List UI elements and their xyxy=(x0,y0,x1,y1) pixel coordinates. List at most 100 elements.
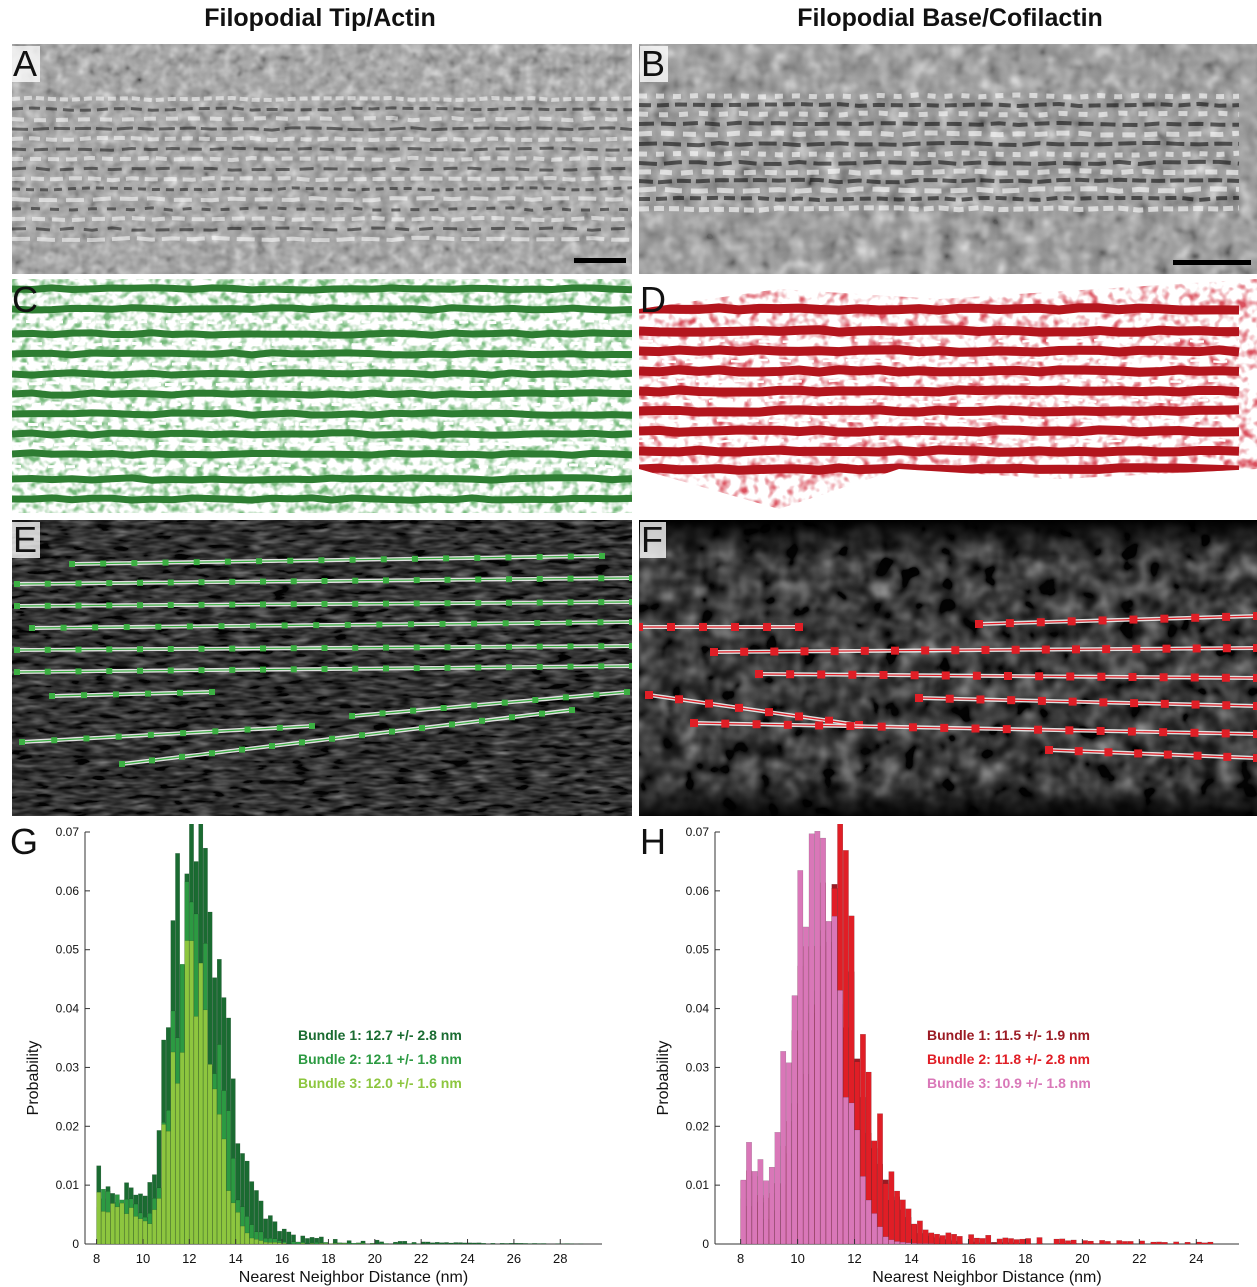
histogram-bar xyxy=(268,1242,273,1245)
histogram-bar xyxy=(803,926,809,1245)
histogram-bar xyxy=(877,1226,883,1245)
histogram-bar xyxy=(1053,1238,1060,1245)
histogram-bar xyxy=(518,1243,524,1245)
histogram-bar xyxy=(1019,1238,1026,1245)
trace-marker xyxy=(352,644,359,651)
histogram-bar xyxy=(882,1183,889,1245)
filament-stripe xyxy=(12,95,632,103)
left-column-title: Filopodial Tip/Actin xyxy=(204,4,436,32)
filament-stripe xyxy=(639,101,1240,108)
histogram-bar xyxy=(1139,1240,1145,1245)
trace-marker xyxy=(536,575,543,582)
trace-marker xyxy=(106,668,113,675)
trace-marker xyxy=(475,644,482,650)
trace-marker xyxy=(100,560,107,567)
x-tick-label: 24 xyxy=(1189,1251,1203,1266)
histogram-bar xyxy=(152,1209,157,1245)
y-tick-label: 0.06 xyxy=(56,884,80,898)
trace-marker xyxy=(471,702,478,709)
trace-marker xyxy=(177,689,183,696)
trace-marker xyxy=(75,668,82,675)
trace-marker xyxy=(597,619,604,626)
panel-f-traced-filaments xyxy=(639,520,1257,816)
trace-marker xyxy=(439,620,446,627)
trace-marker xyxy=(29,625,35,631)
histogram-bar xyxy=(207,1064,213,1245)
filament-trace xyxy=(21,725,313,743)
trace-marker xyxy=(260,578,266,585)
trace-marker xyxy=(60,624,67,631)
trace-marker xyxy=(501,699,508,706)
histogram-bar xyxy=(309,1243,315,1245)
scale-bar xyxy=(1173,260,1251,265)
trace-marker xyxy=(629,575,632,581)
trace-marker xyxy=(598,663,605,670)
trace-marker xyxy=(413,644,420,651)
trace-marker xyxy=(250,622,257,629)
trace-marker xyxy=(359,732,365,739)
histogram-bar xyxy=(425,1241,431,1245)
histogram-bar xyxy=(499,1243,505,1245)
panel-c-image xyxy=(12,279,632,513)
trace-marker xyxy=(352,665,359,672)
histogram-bar xyxy=(119,1202,125,1245)
trace-marker xyxy=(598,599,605,606)
trace-marker xyxy=(598,575,605,582)
histogram-bar xyxy=(1207,1241,1214,1245)
trace-marker xyxy=(321,578,328,584)
trace-marker xyxy=(75,602,82,609)
trace-marker xyxy=(379,710,386,717)
histogram-bar xyxy=(189,940,194,1245)
histogram-bar xyxy=(281,1242,287,1245)
trace-marker xyxy=(567,553,574,560)
histogram-bar xyxy=(814,831,821,1245)
histogram-bar xyxy=(564,1243,570,1245)
trace-marker xyxy=(14,669,20,675)
trace-marker xyxy=(260,666,266,673)
filament-stripe xyxy=(639,150,1240,158)
trace-marker xyxy=(376,621,383,628)
panel-e-image xyxy=(12,520,632,816)
histogram-bar xyxy=(170,1051,176,1245)
legend-entry: Bundle 1: 11.5 +/- 1.9 nm xyxy=(927,1027,1090,1043)
filament-stripe xyxy=(639,110,1240,118)
trace-marker xyxy=(149,757,155,764)
histogram-bar xyxy=(928,1232,935,1245)
trace-marker xyxy=(186,623,193,630)
histogram-bar xyxy=(1070,1239,1077,1245)
trace-marker xyxy=(344,621,351,628)
filament-stripe xyxy=(639,463,1240,475)
trace-marker xyxy=(443,555,450,562)
trace-marker xyxy=(209,689,215,695)
histogram-bar xyxy=(462,1242,468,1245)
trace-marker xyxy=(14,581,20,587)
trace-marker xyxy=(444,600,451,607)
histogram-bar xyxy=(848,1102,855,1245)
y-tick-label: 0.04 xyxy=(686,1002,710,1016)
histogram-bar xyxy=(882,1236,889,1245)
histogram-bar xyxy=(147,1223,153,1245)
histogram-bar xyxy=(797,870,804,1245)
histogram-bar xyxy=(254,1239,259,1245)
panel-d-segmentation xyxy=(639,279,1257,513)
trace-marker xyxy=(290,578,297,585)
filament-stripe xyxy=(12,401,632,407)
histogram-bar xyxy=(951,1233,957,1245)
filament-stripe xyxy=(12,215,632,223)
filament-stripe xyxy=(639,186,1240,194)
x-tick-label: 26 xyxy=(507,1251,521,1266)
trace-marker xyxy=(567,575,574,582)
trace-marker xyxy=(383,665,389,672)
trace-marker xyxy=(290,601,297,608)
trace-marker xyxy=(198,667,205,674)
trace-marker xyxy=(410,707,417,714)
trace-marker xyxy=(536,599,543,606)
trace-marker xyxy=(180,730,187,737)
trace-marker xyxy=(380,556,387,563)
histogram-bar xyxy=(894,1190,900,1245)
histogram-bar xyxy=(504,1243,510,1245)
histogram-bar xyxy=(110,1203,115,1245)
panel-d-label: D xyxy=(640,279,666,320)
histogram-bar xyxy=(411,1243,417,1245)
histogram-bar xyxy=(286,1231,292,1245)
